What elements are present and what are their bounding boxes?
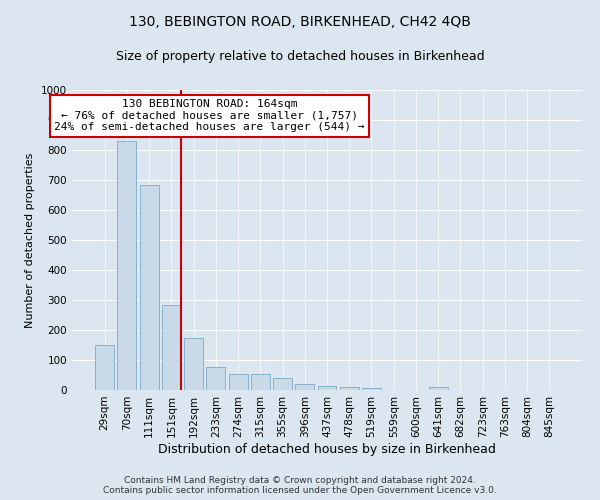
Bar	[95, 345, 114, 390]
Bar	[118, 141, 136, 390]
Text: 130 BEBINGTON ROAD: 164sqm
← 76% of detached houses are smaller (1,757)
24% of s: 130 BEBINGTON ROAD: 164sqm ← 76% of deta…	[55, 99, 365, 132]
Bar	[184, 338, 203, 390]
Bar	[162, 304, 181, 390]
Bar	[429, 387, 448, 390]
Y-axis label: Number of detached properties: Number of detached properties	[25, 152, 35, 328]
Text: Contains HM Land Registry data © Crown copyright and database right 2024.
Contai: Contains HM Land Registry data © Crown c…	[103, 476, 497, 495]
Bar	[362, 388, 381, 390]
Text: 130, BEBINGTON ROAD, BIRKENHEAD, CH42 4QB: 130, BEBINGTON ROAD, BIRKENHEAD, CH42 4Q…	[129, 15, 471, 29]
Bar	[295, 384, 314, 390]
Bar	[206, 366, 225, 390]
Bar	[140, 184, 158, 390]
Bar	[273, 378, 292, 390]
X-axis label: Distribution of detached houses by size in Birkenhead: Distribution of detached houses by size …	[158, 442, 496, 456]
Bar	[340, 387, 359, 390]
Bar	[251, 374, 270, 390]
Text: Size of property relative to detached houses in Birkenhead: Size of property relative to detached ho…	[116, 50, 484, 63]
Bar	[317, 386, 337, 390]
Bar	[229, 374, 248, 390]
